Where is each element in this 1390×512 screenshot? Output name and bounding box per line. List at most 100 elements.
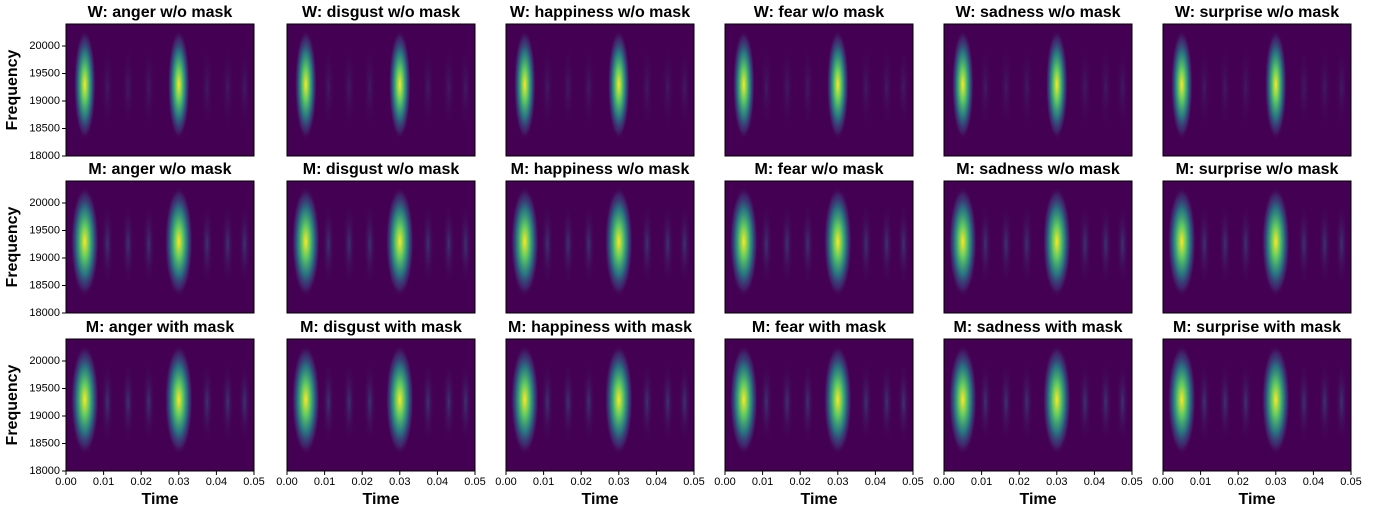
heatmap-stripe <box>1240 45 1252 129</box>
heatmap-stripe <box>802 360 814 444</box>
heatmap-stripe <box>760 202 772 286</box>
x-tick-label: 0.04 <box>865 476 886 488</box>
heatmap-stripe <box>364 360 376 444</box>
heatmap-stripe <box>898 202 910 286</box>
heatmap-stripe <box>1319 45 1331 129</box>
heatmap-band <box>74 30 96 140</box>
heatmap-band <box>824 345 852 455</box>
heatmap-stripe <box>802 202 814 286</box>
y-tick-label: 18500 <box>29 437 60 449</box>
heatmap-stripe <box>898 360 910 444</box>
heatmap-band <box>71 345 99 455</box>
heatmap-stripe <box>1100 45 1112 129</box>
heatmap-stripe <box>422 202 434 286</box>
heatmap-stripe <box>679 45 691 129</box>
x-tick-label: 0.01 <box>971 476 992 488</box>
heatmap-stripe <box>881 360 893 444</box>
x-tick-label: 0.05 <box>1340 476 1361 488</box>
heatmap-stripe <box>1319 202 1331 286</box>
y-axis-label: Frequency <box>4 364 21 445</box>
heatmap-stripe <box>781 45 793 129</box>
heatmap-stripe <box>1079 45 1091 129</box>
x-tick-label: 0.05 <box>1121 476 1142 488</box>
x-axis-label: Time <box>1238 491 1275 508</box>
heatmap-band <box>1262 187 1290 297</box>
panel-title: W: sadness w/o mask <box>955 4 1120 21</box>
y-tick-label: 18500 <box>29 279 60 291</box>
heatmap-stripe <box>641 202 653 286</box>
heatmap-stripe <box>979 45 991 129</box>
heatmap-band <box>730 345 758 455</box>
x-tick-label: 0.01 <box>314 476 335 488</box>
panel-title: W: happiness w/o mask <box>510 4 690 21</box>
y-tick-label: 19000 <box>29 410 60 422</box>
heatmap-band <box>386 187 414 297</box>
heatmap-stripe <box>802 45 814 129</box>
x-tick-label: 0.03 <box>389 476 410 488</box>
panel-title: W: surprise w/o mask <box>1175 4 1339 21</box>
heatmap-stripe <box>143 202 155 286</box>
x-tick-label: 0.05 <box>683 476 704 488</box>
heatmap-stripe <box>101 202 113 286</box>
panel-title: M: surprise with mask <box>1173 319 1341 336</box>
heatmap-stripe <box>460 360 472 444</box>
y-tick-label: 19000 <box>29 95 60 107</box>
x-tick-label: 0.01 <box>533 476 554 488</box>
heatmap-stripe <box>760 45 772 129</box>
heatmap-stripe <box>679 360 691 444</box>
heatmap-stripe <box>979 360 991 444</box>
panel-title: M: disgust w/o mask <box>303 161 460 178</box>
heatmap-stripe <box>781 360 793 444</box>
heatmap-stripe <box>1079 360 1091 444</box>
heatmap-stripe <box>1100 202 1112 286</box>
heatmap-stripe <box>1198 360 1210 444</box>
heatmap-stripe <box>641 45 653 129</box>
heatmap-stripe <box>1117 202 1129 286</box>
heatmap-band <box>605 345 633 455</box>
x-tick-label: 0.02 <box>351 476 372 488</box>
heatmap-stripe <box>101 45 113 129</box>
heatmap-band <box>1043 345 1071 455</box>
heatmap-band <box>952 30 974 140</box>
y-tick-label: 19500 <box>29 67 60 79</box>
heatmap-band <box>1043 187 1071 297</box>
heatmap-stripe <box>583 360 595 444</box>
heatmap-band <box>292 187 320 297</box>
heatmap-stripe <box>1219 45 1231 129</box>
heatmap-stripe <box>860 360 872 444</box>
heatmap-band <box>1262 345 1290 455</box>
heatmap-stripe <box>460 202 472 286</box>
heatmap-stripe <box>583 202 595 286</box>
heatmap-stripe <box>662 202 674 286</box>
heatmap-stripe <box>1117 360 1129 444</box>
heatmap-stripe <box>781 202 793 286</box>
heatmap-band <box>949 187 977 297</box>
heatmap-band <box>389 30 411 140</box>
panel-title: M: sadness w/o mask <box>956 161 1120 178</box>
y-axis-label: Frequency <box>4 206 21 287</box>
y-tick-label: 20000 <box>29 355 60 367</box>
y-tick-label: 20000 <box>29 197 60 209</box>
heatmap-stripe <box>898 45 910 129</box>
heatmap-band <box>514 30 536 140</box>
heatmap-band <box>165 345 193 455</box>
x-tick-label: 0.05 <box>902 476 923 488</box>
y-tick-label: 19000 <box>29 252 60 264</box>
heatmap-stripe <box>541 360 553 444</box>
heatmap-stripe <box>1198 45 1210 129</box>
heatmap-stripe <box>122 202 134 286</box>
heatmap-stripe <box>1336 202 1348 286</box>
figure: W: anger w/o mask18000185001900019500200… <box>0 0 1390 512</box>
heatmap-stripe <box>101 360 113 444</box>
x-tick-label: 0.02 <box>570 476 591 488</box>
heatmap-band <box>733 30 755 140</box>
x-tick-label: 0.02 <box>130 476 151 488</box>
heatmap-stripe <box>1336 360 1348 444</box>
x-tick-label: 0.00 <box>933 476 954 488</box>
x-tick-label: 0.02 <box>1227 476 1248 488</box>
x-tick-label: 0.03 <box>608 476 629 488</box>
heatmap-stripe <box>1336 45 1348 129</box>
heatmap-stripe <box>760 360 772 444</box>
heatmap-stripe <box>222 45 234 129</box>
heatmap-stripe <box>1240 202 1252 286</box>
